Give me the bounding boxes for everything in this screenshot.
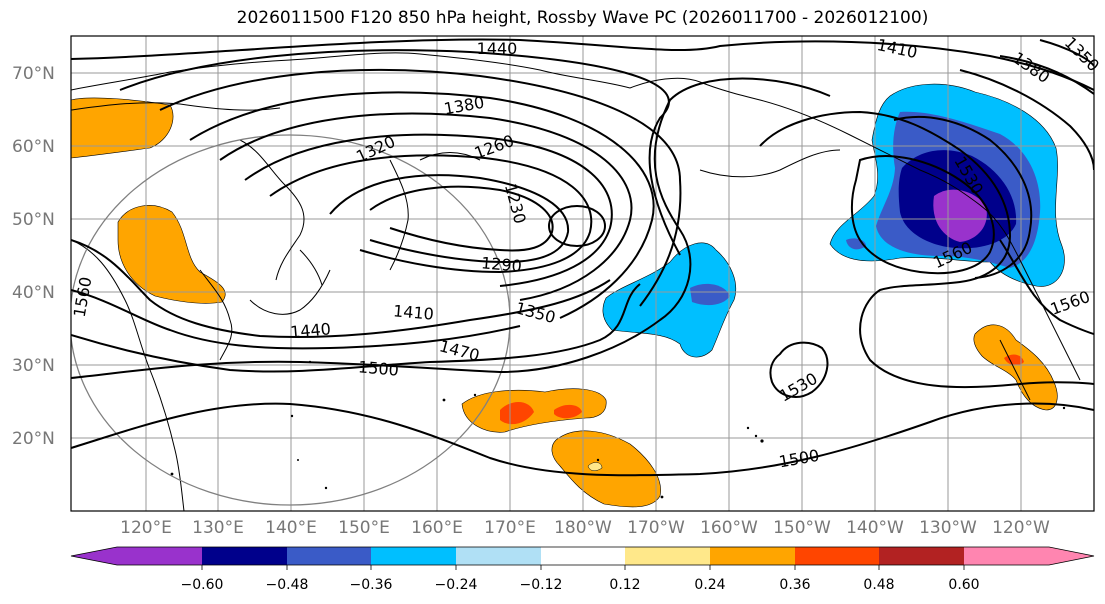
colorbar-swatch	[541, 547, 625, 565]
lon-label: 140°W	[846, 518, 904, 538]
lon-label: 170°E	[484, 518, 536, 538]
lon-label: 140°E	[265, 518, 317, 538]
map-title: 2026011500 F120 850 hPa height, Rossby W…	[236, 8, 929, 28]
map-frame	[70, 35, 1095, 512]
colorbar-swatch	[710, 547, 795, 565]
lon-label: 160°W	[700, 518, 758, 538]
colorbar-tick-label: 0.12	[609, 577, 640, 593]
colorbar-tick-label: −0.12	[520, 577, 563, 593]
colorbar-tick-label: 0.36	[779, 577, 810, 593]
colorbar-swatch	[287, 547, 371, 565]
colorbar-tick-label: 0.60	[948, 577, 979, 593]
lon-label: 160°E	[411, 518, 463, 538]
colorbar-swatch	[964, 547, 1049, 565]
colorbar-min-extend	[71, 547, 117, 565]
lon-label: 120°W	[992, 518, 1050, 538]
contour-label: 1410	[392, 301, 434, 323]
lat-label: 30°N	[12, 356, 55, 376]
colorbar: −0.60 −0.48 −0.36 −0.24 −0.12 0.12 0.24 …	[70, 546, 1095, 593]
lon-label: 130°W	[919, 518, 977, 538]
colorbar-swatch	[795, 547, 879, 565]
lon-label: 150°E	[338, 518, 390, 538]
colorbar-swatch	[625, 547, 710, 565]
colorbar-swatch	[117, 547, 202, 565]
colorbar-tick-label: 0.24	[694, 577, 725, 593]
lon-label: 120°E	[120, 518, 172, 538]
longitude-labels: 120°E 130°E 140°E 150°E 160°E 170°E 180°…	[120, 518, 1050, 538]
contour-label: 1440	[477, 39, 518, 58]
colorbar-max-extend	[1049, 547, 1094, 565]
colorbar-swatch	[456, 547, 541, 565]
lon-label: 170°W	[627, 518, 685, 538]
height-contours	[71, 38, 1094, 477]
lat-label: 60°N	[12, 137, 55, 157]
colorbar-swatch	[879, 547, 964, 565]
lat-label: 20°N	[12, 429, 55, 449]
reference-circle	[71, 134, 511, 506]
colorbar-swatch	[371, 547, 456, 565]
colorbar-swatch	[202, 547, 287, 565]
lon-label: 180°W	[554, 518, 612, 538]
lon-label: 150°W	[773, 518, 831, 538]
lat-label: 40°N	[12, 283, 55, 303]
contour-label: 1440	[289, 319, 331, 341]
lat-label: 50°N	[12, 210, 55, 230]
contour-label: 1500	[357, 357, 399, 379]
colorbar-tick-label: −0.48	[266, 577, 309, 593]
colorbar-tick-label: −0.24	[435, 577, 478, 593]
colorbar-tick-label: 0.48	[863, 577, 894, 593]
latitude-labels: 70°N 60°N 50°N 40°N 30°N 20°N	[12, 64, 55, 449]
contour-label: 1290	[480, 253, 522, 275]
colorbar-tick-label: −0.36	[350, 577, 393, 593]
colorbar-tick-label: −0.60	[181, 577, 224, 593]
lon-label: 130°E	[192, 518, 244, 538]
lat-label: 70°N	[12, 64, 55, 84]
colorbar-outline	[70, 546, 1095, 566]
